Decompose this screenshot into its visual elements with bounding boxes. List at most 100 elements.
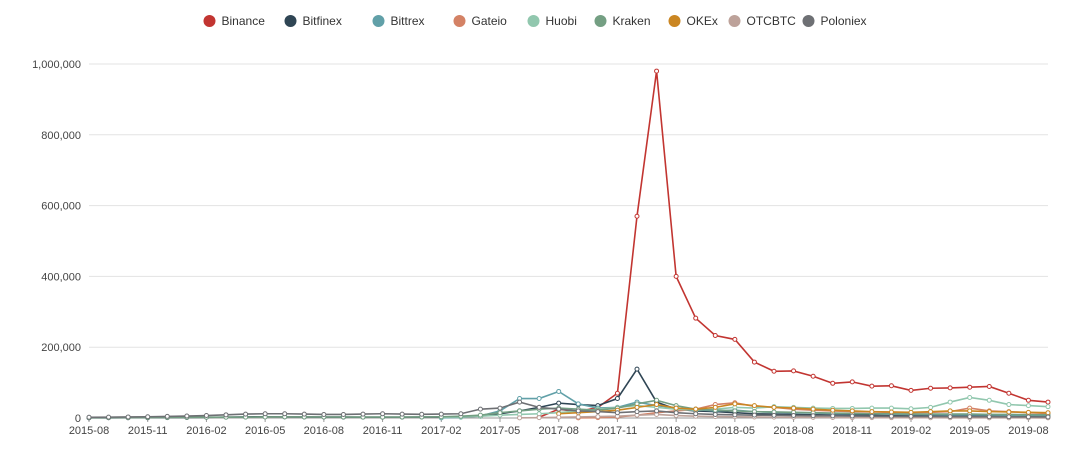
data-point[interactable] — [751, 403, 757, 409]
data-point[interactable] — [673, 405, 679, 411]
legend-item-kraken[interactable]: Kraken — [594, 14, 651, 28]
data-point[interactable] — [751, 412, 757, 418]
data-point[interactable] — [458, 411, 464, 417]
data-point[interactable] — [908, 387, 914, 393]
data-point[interactable] — [125, 414, 131, 420]
data-point[interactable] — [223, 412, 229, 418]
data-point[interactable] — [986, 409, 992, 415]
data-point[interactable] — [321, 411, 327, 417]
data-point[interactable] — [693, 315, 699, 321]
data-point[interactable] — [399, 411, 405, 417]
data-point[interactable] — [477, 412, 483, 418]
data-point[interactable] — [654, 68, 660, 74]
data-point[interactable] — [556, 388, 562, 394]
legend-item-bitfinex[interactable]: Bitfinex — [284, 14, 342, 28]
legend-item-gateio[interactable]: Gateio — [453, 14, 508, 28]
data-point[interactable] — [575, 401, 581, 407]
data-point[interactable] — [301, 411, 307, 417]
data-point[interactable] — [517, 415, 523, 421]
data-point[interactable] — [849, 408, 855, 414]
data-point[interactable] — [243, 411, 249, 417]
legend-item-otcbtc[interactable]: OTCBTC — [728, 14, 797, 28]
data-point[interactable] — [849, 413, 855, 419]
data-point[interactable] — [634, 404, 640, 410]
data-point[interactable] — [575, 414, 581, 420]
data-point[interactable] — [791, 368, 797, 374]
data-point[interactable] — [575, 408, 581, 414]
data-point[interactable] — [771, 368, 777, 374]
data-point[interactable] — [967, 394, 973, 400]
data-point[interactable] — [1045, 404, 1051, 410]
data-point[interactable] — [967, 414, 973, 420]
data-point[interactable] — [771, 404, 777, 410]
data-point[interactable] — [1025, 403, 1031, 409]
data-point[interactable] — [673, 273, 679, 279]
data-point[interactable] — [673, 410, 679, 416]
data-point[interactable] — [810, 413, 816, 419]
data-point[interactable] — [771, 412, 777, 418]
data-point[interactable] — [497, 405, 503, 411]
data-point[interactable] — [340, 411, 346, 417]
data-point[interactable] — [869, 409, 875, 415]
data-point[interactable] — [830, 413, 836, 419]
data-point[interactable] — [947, 399, 953, 405]
data-point[interactable] — [1045, 414, 1051, 420]
data-point[interactable] — [614, 410, 620, 416]
data-point[interactable] — [732, 412, 738, 418]
data-point[interactable] — [536, 415, 542, 421]
data-point[interactable] — [634, 213, 640, 219]
data-point[interactable] — [791, 405, 797, 411]
data-point[interactable] — [830, 407, 836, 413]
data-point[interactable] — [928, 404, 934, 410]
data-point[interactable] — [908, 413, 914, 419]
data-point[interactable] — [967, 408, 973, 414]
data-point[interactable] — [947, 414, 953, 420]
data-point[interactable] — [556, 414, 562, 420]
data-point[interactable] — [536, 396, 542, 402]
data-point[interactable] — [810, 406, 816, 412]
data-point[interactable] — [947, 385, 953, 391]
data-point[interactable] — [849, 379, 855, 385]
data-point[interactable] — [497, 410, 503, 416]
data-point[interactable] — [145, 414, 151, 420]
data-point[interactable] — [614, 390, 620, 396]
data-point[interactable] — [477, 406, 483, 412]
data-point[interactable] — [1045, 399, 1051, 405]
data-point[interactable] — [1025, 414, 1031, 420]
legend-item-huobi[interactable]: Huobi — [527, 14, 577, 28]
data-point[interactable] — [888, 409, 894, 415]
data-point[interactable] — [360, 411, 366, 417]
data-point[interactable] — [517, 408, 523, 414]
data-point[interactable] — [1006, 409, 1012, 415]
data-point[interactable] — [438, 411, 444, 417]
data-point[interactable] — [791, 413, 797, 419]
legend-item-binance[interactable]: Binance — [203, 14, 266, 28]
data-point[interactable] — [986, 383, 992, 389]
data-point[interactable] — [517, 399, 523, 405]
data-point[interactable] — [556, 406, 562, 412]
legend-item-bittrex[interactable]: Bittrex — [372, 14, 425, 28]
data-point[interactable] — [810, 373, 816, 379]
data-point[interactable] — [830, 380, 836, 386]
data-point[interactable] — [536, 404, 542, 410]
data-point[interactable] — [654, 408, 660, 414]
data-point[interactable] — [1045, 410, 1051, 416]
data-point[interactable] — [888, 413, 894, 419]
data-point[interactable] — [693, 411, 699, 417]
data-point[interactable] — [634, 409, 640, 415]
data-point[interactable] — [928, 409, 934, 415]
data-point[interactable] — [928, 385, 934, 391]
legend-item-okex[interactable]: OKEx — [668, 14, 718, 28]
data-point[interactable] — [106, 414, 112, 420]
data-point[interactable] — [262, 411, 268, 417]
data-point[interactable] — [184, 413, 190, 419]
data-point[interactable] — [986, 397, 992, 403]
legend-item-poloniex[interactable]: Poloniex — [802, 14, 867, 28]
data-point[interactable] — [556, 400, 562, 406]
data-point[interactable] — [614, 396, 620, 402]
data-point[interactable] — [595, 409, 601, 415]
data-point[interactable] — [947, 408, 953, 414]
data-point[interactable] — [712, 333, 718, 339]
data-point[interactable] — [86, 414, 92, 420]
data-point[interactable] — [928, 414, 934, 420]
